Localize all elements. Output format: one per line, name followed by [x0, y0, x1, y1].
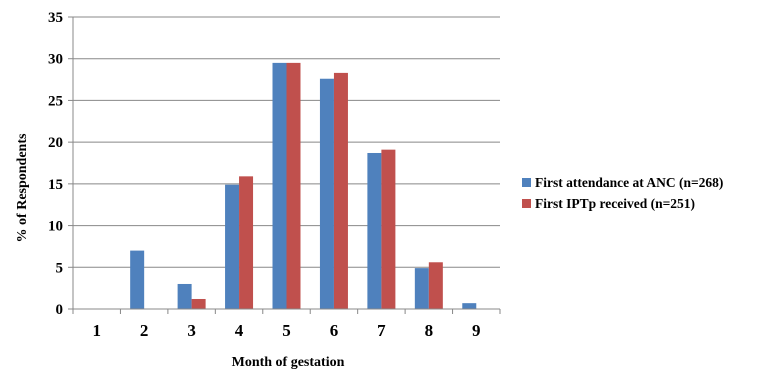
legend-label-anc: First attendance at ANC (n=268): [535, 174, 724, 190]
bar-iptp-6: [333, 72, 348, 309]
bar-anc-6: [319, 78, 334, 309]
x-tick-label: 1: [92, 321, 101, 340]
bar-iptp-8: [428, 262, 443, 309]
y-axis-title: % of Respondents: [15, 133, 30, 242]
y-tick-label: 10: [48, 219, 63, 235]
bar-anc-8: [414, 268, 429, 309]
x-tick-label: 7: [377, 321, 386, 340]
legend-item-anc: First attendance at ANC (n=268): [522, 172, 723, 193]
bar-iptp-7: [381, 149, 396, 309]
x-tick-label: 3: [187, 321, 196, 340]
y-tick-labels: 0 5 10 15 20 25 30 35: [48, 10, 63, 318]
bar-iptp-4: [239, 176, 254, 309]
legend-swatch-anc: [522, 178, 531, 187]
y-tick-label: 0: [56, 302, 64, 318]
y-tick-label: 5: [56, 260, 64, 276]
x-tick-labels: 1 2 3 4 5 6 7 8 9: [72, 309, 501, 340]
bar-anc-7: [367, 152, 382, 309]
legend-label-iptp: First IPTp received (n=251): [535, 195, 696, 211]
y-tick-label: 35: [48, 10, 63, 26]
x-tick-label: 8: [425, 321, 434, 340]
legend-swatch-iptp: [522, 199, 531, 208]
bar-anc-9: [462, 303, 477, 309]
legend: First attendance at ANC (n=268) First IP…: [522, 172, 723, 214]
bar-iptp-5: [286, 62, 301, 310]
bar-anc-3: [177, 283, 192, 309]
y-tick-label: 30: [48, 52, 63, 68]
x-tick-label: 9: [472, 321, 481, 340]
x-tick-label: 6: [330, 321, 339, 340]
bar-anc-4: [225, 184, 240, 309]
x-tick-label: 4: [235, 321, 244, 340]
x-tick-label: 5: [282, 321, 291, 340]
x-tick-label: 2: [140, 321, 149, 340]
bar-anc-2: [130, 250, 145, 309]
legend-item-iptp: First IPTp received (n=251): [522, 193, 723, 214]
y-tick-label: 20: [48, 135, 63, 151]
x-axis-title: Month of gestation: [232, 355, 345, 370]
bar-iptp-3: [191, 298, 206, 309]
y-tick-label: 15: [48, 177, 63, 193]
bars: [130, 62, 477, 310]
bar-anc-5: [272, 62, 287, 310]
y-tick-label: 25: [48, 93, 63, 109]
